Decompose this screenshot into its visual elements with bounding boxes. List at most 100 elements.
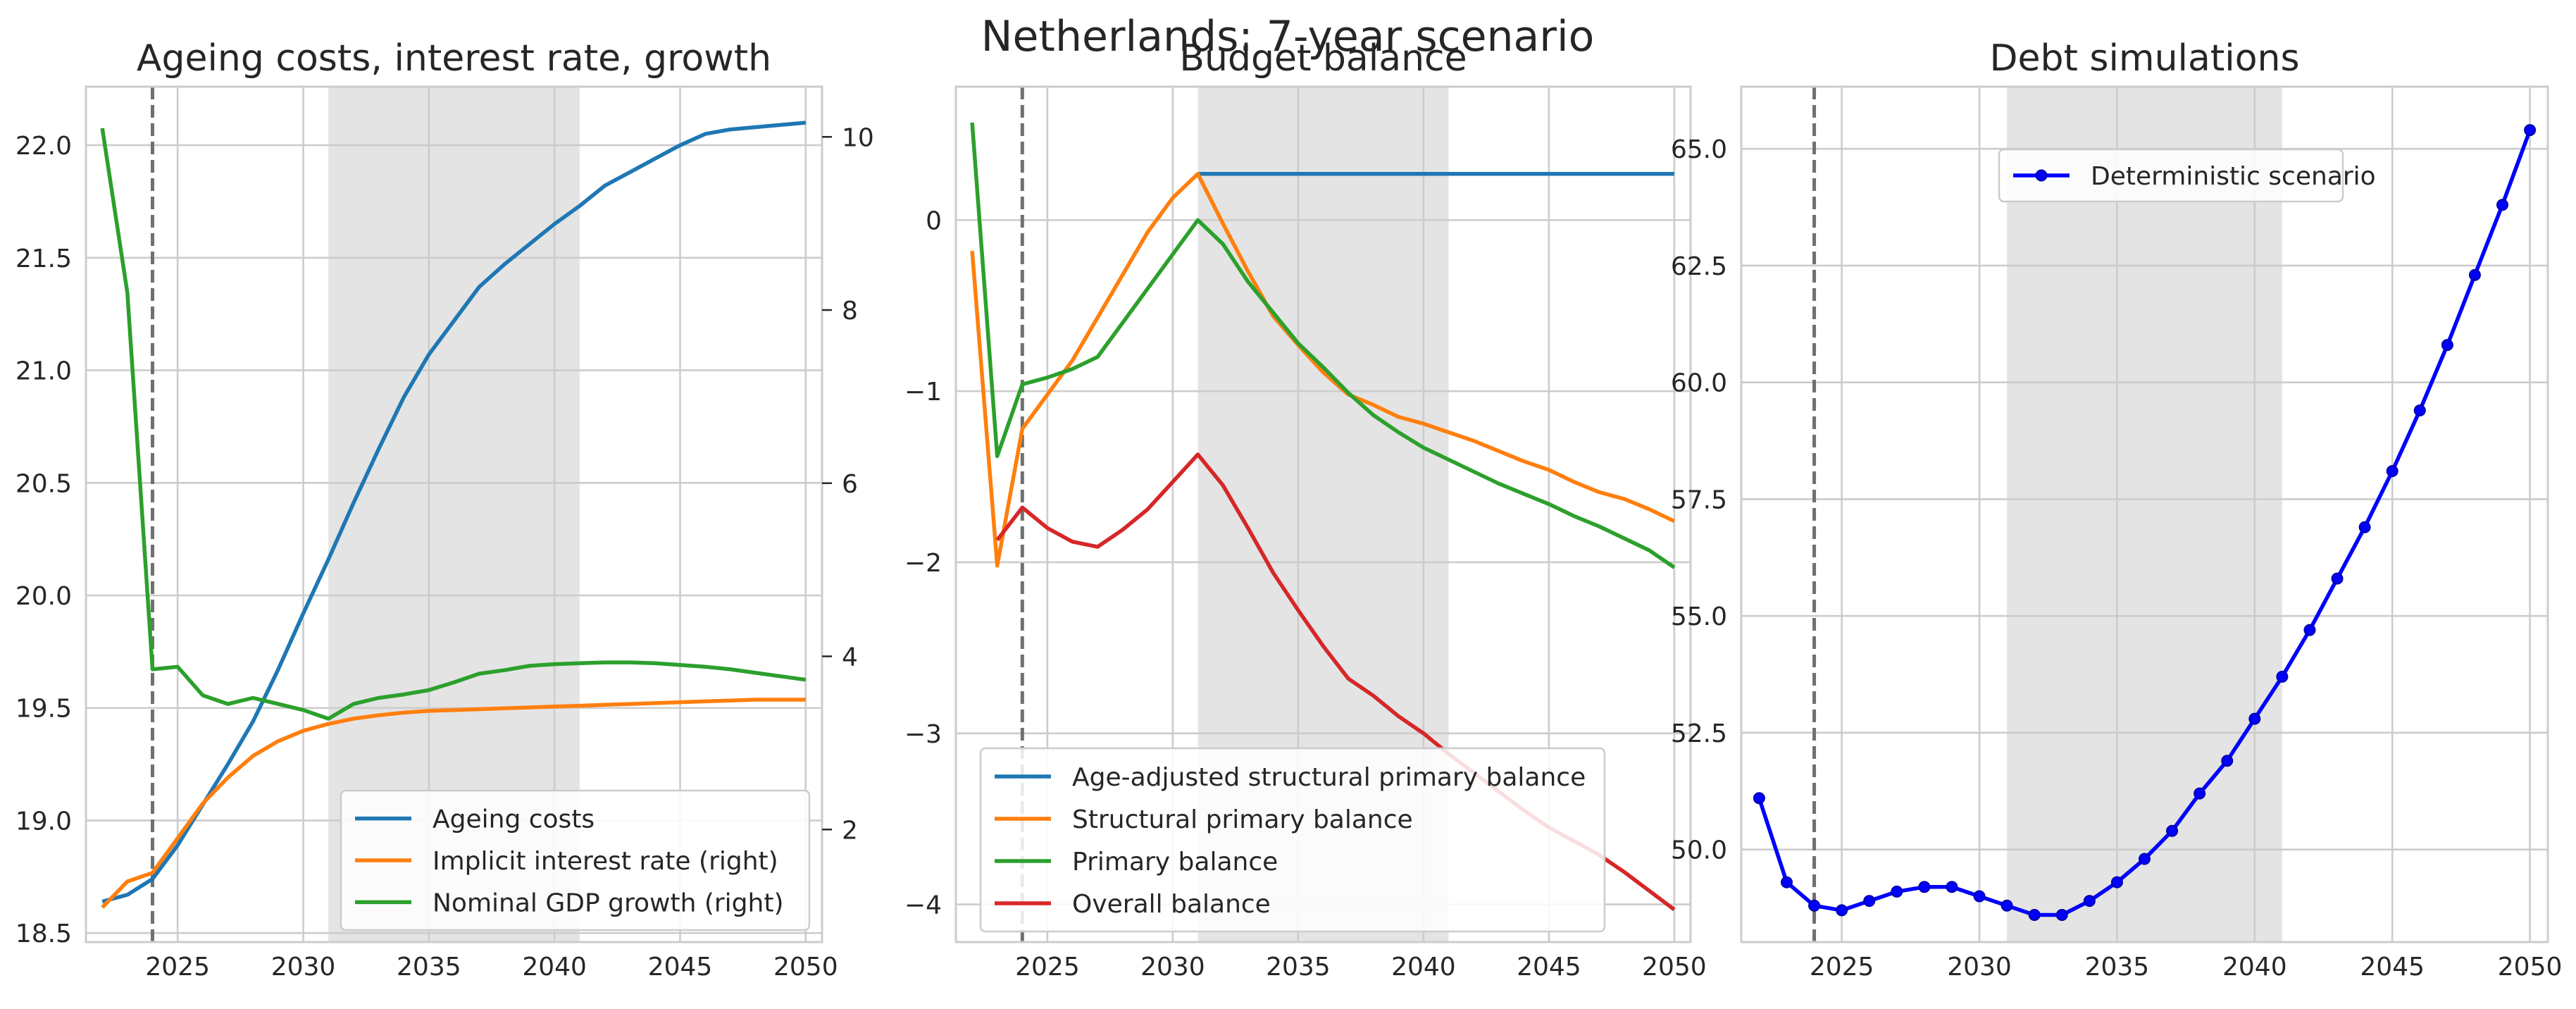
series-line-implicit-interest-rate-right — [101, 698, 806, 909]
data-point — [1780, 876, 1793, 889]
legend-label: Overall balance — [1072, 890, 1271, 919]
data-point — [2221, 755, 2234, 767]
plot-area — [1741, 87, 2548, 942]
y-tick-label: −1 — [904, 378, 942, 407]
data-point — [1946, 881, 1958, 893]
chart-panels: 2025 2030 2035 2040 2045 2050 18.5 19.0 19.5 20.0… — [15, 37, 2563, 982]
series-line-structural-primary-balance — [970, 172, 1676, 568]
data-point — [1891, 885, 1903, 898]
data-point — [2413, 404, 2426, 416]
data-point — [2194, 787, 2206, 800]
x-tick-label: 2035 — [2085, 953, 2150, 982]
axes-frame — [85, 85, 823, 943]
data-point — [2028, 909, 2041, 922]
data-point — [2441, 339, 2453, 352]
data-point — [1918, 881, 1931, 893]
y2-tick-label: 4 — [842, 643, 858, 672]
x-tick-label: 2045 — [648, 953, 713, 982]
x-tick-label: 2030 — [1140, 953, 1205, 982]
series-line-ageing-costs — [101, 120, 807, 904]
y-tick-label: 55.0 — [1671, 602, 1727, 631]
series-line-nominal-gdp-growth-right — [100, 128, 807, 721]
data-point — [2358, 521, 2371, 533]
legend-label: Primary balance — [1072, 848, 1278, 877]
series-line-primary-balance — [970, 122, 1676, 569]
data-point — [2139, 853, 2151, 865]
y-tick-label: 20.5 — [15, 469, 72, 498]
data-point — [2524, 124, 2537, 137]
y-tick-label: 20.0 — [15, 582, 72, 611]
legend-box — [979, 747, 1606, 933]
data-point — [2386, 465, 2398, 478]
chart-panel-1: 2025 2030 2035 2040 2045 2050 18.5 19.0 19.5 20.0… — [15, 37, 874, 982]
data-point — [1973, 890, 1986, 903]
y-tick-label: 62.5 — [1671, 252, 1727, 281]
x-tick-label: 2040 — [522, 953, 587, 982]
x-tick-label: 2050 — [773, 953, 838, 982]
legend-marker — [2035, 169, 2048, 182]
panel-title: Ageing costs, interest rate, growth — [137, 37, 771, 80]
axes-frame — [1740, 85, 2549, 943]
data-point — [2276, 670, 2289, 683]
x-tick-label: 2030 — [1947, 953, 2012, 982]
y-tick-label: 52.5 — [1671, 719, 1727, 748]
shaded-period — [2007, 87, 2282, 942]
y2-tick-label: 10 — [842, 123, 874, 152]
y-tick-label: 60.0 — [1671, 369, 1727, 398]
data-point — [1753, 792, 1765, 805]
chart-panel-2: 2025 2030 2035 2040 2045 2050 −4 −3 −2 −1 0 Budget … — [904, 37, 1707, 982]
x-tick-label: 2025 — [145, 953, 210, 982]
data-point — [2001, 899, 2013, 912]
y-tick-label: −3 — [904, 720, 942, 749]
y-tick-label: 19.5 — [15, 695, 72, 724]
legend-label: Implicit interest rate (right) — [433, 847, 778, 876]
y2-tick-label: 8 — [842, 297, 858, 326]
data-point — [2331, 572, 2344, 585]
legend-label: Deterministic scenario — [2091, 162, 2376, 191]
data-point — [2468, 268, 2481, 281]
x-tick-label: 2035 — [397, 953, 461, 982]
x-tick-label: 2025 — [1810, 953, 1874, 982]
x-tick-label: 2040 — [1391, 953, 1456, 982]
data-point — [2055, 909, 2068, 922]
legend-label: Age-adjusted structural primary balance — [1072, 763, 1586, 792]
legend-label: Ageing costs — [433, 805, 595, 834]
legend-box — [1998, 148, 2344, 203]
y2-tick-label: 2 — [842, 816, 858, 845]
y-tick-label: 21.0 — [15, 357, 72, 386]
data-point — [2303, 624, 2316, 636]
y-tick-label: 18.5 — [15, 920, 72, 948]
data-point — [1836, 904, 1848, 917]
x-tick-label: 2030 — [271, 953, 336, 982]
legend: Ageing costs Implicit interest rate (righ… — [340, 789, 811, 931]
data-point — [2248, 712, 2261, 725]
legend-label: Nominal GDP growth (right) — [433, 889, 784, 917]
panel-title: Budget balance — [1179, 37, 1467, 80]
y-tick-label: 50.0 — [1671, 836, 1727, 865]
y-tick-label: 57.5 — [1671, 485, 1727, 514]
data-point — [2496, 199, 2509, 211]
y-tick-label: 65.0 — [1671, 135, 1727, 164]
figure-title: Netherlands: 7-year scenario — [981, 12, 1595, 61]
chart-panel-3: 2025 2030 2035 2040 2045 2050 50.0 52.5 55.0 57.5… — [1671, 37, 2563, 982]
y-tick-label: −2 — [904, 549, 942, 578]
y-tick-label: 0 — [926, 206, 942, 235]
data-point — [1863, 895, 1876, 908]
data-point — [2083, 895, 2096, 908]
panel-title: Debt simulations — [1989, 37, 2299, 80]
data-point — [2110, 876, 2123, 889]
x-tick-label: 2050 — [2498, 953, 2563, 982]
axes-frame — [954, 85, 1692, 943]
x-tick-label: 2035 — [1266, 953, 1331, 982]
x-tick-label: 2040 — [2222, 953, 2287, 982]
y2-tick-label: 6 — [842, 470, 858, 499]
x-tick-label: 2045 — [1517, 953, 1581, 982]
data-point — [1808, 899, 1821, 912]
legend-box — [340, 789, 811, 931]
y-tick-label: 19.0 — [15, 807, 72, 836]
data-point — [2166, 824, 2179, 837]
legend: Age-adjusted structural primary balance S… — [979, 747, 1606, 933]
x-tick-label: 2025 — [1015, 953, 1080, 982]
x-tick-label: 2050 — [1642, 953, 1707, 982]
